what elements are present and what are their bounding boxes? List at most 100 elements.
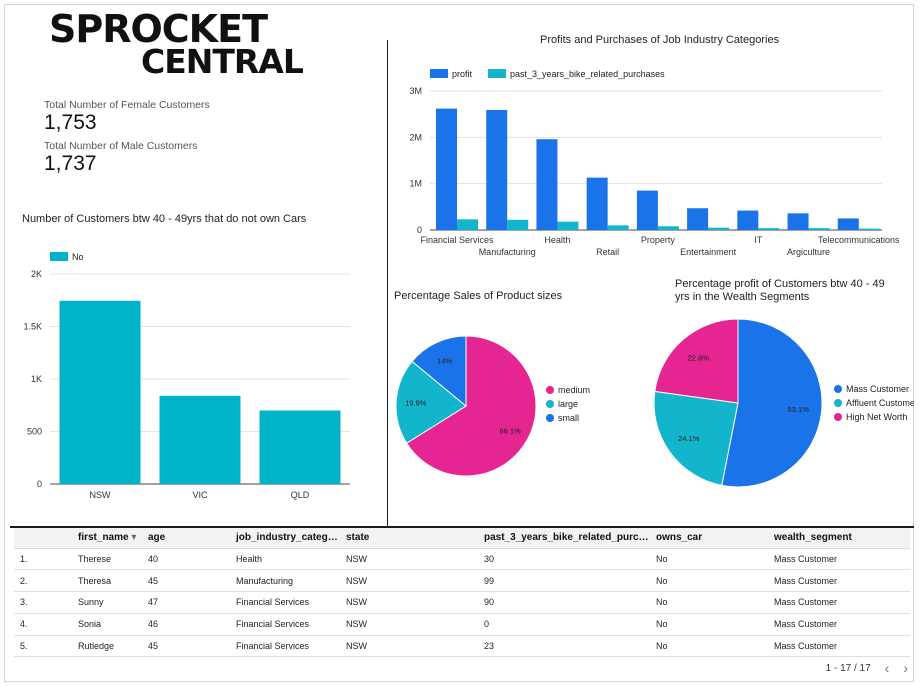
- table-cell: Mass Customer: [768, 591, 910, 614]
- wealth-pie-title: Percentage profit of Customers btw 40 - …: [675, 278, 885, 303]
- sort-desc-icon[interactable]: ▾: [131, 532, 137, 544]
- profit-bar[interactable]: [787, 213, 809, 230]
- col-wealth-header[interactable]: wealth_segment: [768, 528, 910, 549]
- male-customers-value: 1,737: [44, 152, 97, 175]
- sizes-slice-label: 19.9%: [405, 399, 427, 408]
- table-cell: 0: [478, 613, 650, 636]
- sizes-slice[interactable]: [405, 335, 537, 477]
- cars-y-tick-label: 0: [37, 479, 42, 489]
- table-cell: Financial Services: [230, 591, 340, 614]
- wealth-legend-label: Affluent Customer: [846, 398, 914, 408]
- sizes-legend-label: large: [558, 399, 578, 409]
- table-row[interactable]: 4. Sonia 46 Financial Services NSW 0 No Mass Cu…: [14, 613, 910, 636]
- purchases-bar[interactable]: [557, 221, 579, 230]
- col-first-name-header[interactable]: first_name ▾: [72, 528, 142, 549]
- female-customers-value: 1,753: [44, 111, 97, 134]
- col-first-name-label: first_name: [78, 532, 129, 544]
- table-cell: 5.: [14, 635, 72, 658]
- table-cell: NSW: [340, 569, 478, 593]
- table-cell: NSW: [340, 591, 478, 614]
- industry-x-tick-label: Property: [641, 235, 676, 245]
- wealth-legend-label: Mass Customer: [846, 384, 909, 394]
- wealth-slice[interactable]: [721, 318, 823, 488]
- table-cell: Health: [230, 548, 340, 571]
- table-cell: 1.: [14, 548, 72, 571]
- purchases-bar[interactable]: [708, 227, 730, 230]
- purchases-bar[interactable]: [758, 228, 780, 230]
- cars-y-tick-label: 500: [27, 427, 42, 437]
- col-industry-header[interactable]: job_industry_categ…: [230, 528, 340, 549]
- prev-page-icon[interactable]: ‹: [884, 660, 890, 676]
- table-cell: 30: [478, 548, 650, 571]
- table-cell: 3.: [14, 591, 72, 614]
- table-cell: 47: [142, 591, 230, 614]
- wealth-legend-dot: [834, 413, 842, 421]
- table-cell: No: [650, 591, 768, 614]
- table-cell: Financial Services: [230, 635, 340, 658]
- purchases-bar[interactable]: [808, 228, 830, 230]
- sizes-legend-label: medium: [558, 385, 590, 395]
- logo-line2: CENTRAL: [141, 42, 304, 81]
- table-cell: 46: [142, 613, 230, 636]
- table-cell: 2.: [14, 569, 72, 593]
- sizes-pie-title: Percentage Sales of Product sizes: [394, 290, 563, 302]
- cars-y-tick-label: 1.5K: [23, 322, 42, 332]
- sprocket-central-logo: SPROCKET CENTRAL: [49, 10, 304, 81]
- col-owns-car-header[interactable]: owns_car: [650, 528, 768, 549]
- table-cell: Mass Customer: [768, 635, 910, 658]
- cars-bar[interactable]: [59, 300, 141, 484]
- cars-y-tick-label: 1K: [31, 374, 42, 384]
- col-age-header[interactable]: age: [142, 528, 230, 549]
- wealth-slice-label: 53.1%: [788, 405, 810, 414]
- wealth-slice[interactable]: [654, 318, 739, 404]
- profit-bar[interactable]: [636, 190, 658, 230]
- profit-bar[interactable]: [436, 108, 457, 230]
- table-cell: 23: [478, 635, 650, 658]
- table-cell: No: [650, 635, 768, 658]
- industry-x-tick-label: Financial Services: [420, 235, 494, 245]
- cars-bar[interactable]: [259, 410, 341, 485]
- col-state-header[interactable]: state: [340, 528, 478, 549]
- purchases-bar[interactable]: [607, 225, 629, 230]
- sizes-pie-chart: 66.1% 19.9% 14% medium large small: [395, 335, 590, 477]
- table-cell: NSW: [340, 613, 478, 636]
- table-cell: Manufacturing: [230, 569, 340, 593]
- purchases-bar[interactable]: [507, 219, 529, 230]
- table-cell: No: [650, 548, 768, 571]
- industry-x-tick-label: Argiculture: [787, 247, 830, 257]
- table-row[interactable]: 3. Sunny 47 Financial Services NSW 90 No Mass C…: [14, 591, 910, 614]
- wealth-legend-dot: [834, 399, 842, 407]
- cars-x-tick-label: NSW: [90, 490, 112, 500]
- purchases-bar[interactable]: [457, 219, 478, 230]
- table-row[interactable]: 5. Rutledge 45 Financial Services NSW 23 No Mas…: [14, 635, 910, 658]
- profit-bar[interactable]: [486, 109, 508, 230]
- table-row[interactable]: 1. Therese 40 Health NSW 30 No Mass Customer: [14, 548, 910, 571]
- wealth-legend-label: High Net Worth: [846, 412, 907, 422]
- cars-chart-title: Number of Customers btw 40 - 49yrs that …: [22, 213, 307, 225]
- next-page-icon[interactable]: ›: [903, 660, 908, 676]
- sizes-slice[interactable]: [411, 335, 467, 408]
- profit-bar[interactable]: [687, 208, 709, 230]
- profit-bar[interactable]: [737, 210, 759, 230]
- sizes-slice[interactable]: [395, 360, 467, 444]
- sizes-legend-dot: [546, 400, 554, 408]
- industry-y-tick-label: 1M: [409, 179, 422, 189]
- profit-bar[interactable]: [536, 139, 558, 230]
- table-cell: 4.: [14, 613, 72, 636]
- cars-x-tick-label: VIC: [192, 490, 208, 500]
- industry-x-tick-label: IT: [754, 235, 763, 245]
- wealth-slice[interactable]: [653, 390, 739, 486]
- wealth-pie-chart: 53.1% 24.1% 22.8% Mass Customer Affluent Cu…: [653, 318, 914, 488]
- col-purchases-header[interactable]: past_3_years_bike_related_purc…: [478, 528, 650, 549]
- industry-bar-chart: profit past_3_years_bike_related_purchas…: [409, 69, 900, 257]
- profit-bar[interactable]: [837, 218, 859, 230]
- table-cell: Sonia: [72, 613, 142, 636]
- cars-bar[interactable]: [159, 395, 241, 484]
- industry-x-tick-label: Manufacturing: [479, 247, 536, 257]
- table-row[interactable]: 2. Theresa 45 Manufacturing NSW 99 No Mass Cust…: [14, 569, 910, 593]
- purchases-bar[interactable]: [657, 226, 679, 230]
- cars-x-tick-label: QLD: [291, 490, 310, 500]
- purchases-bar[interactable]: [858, 228, 880, 230]
- table-cell: Rutledge: [72, 635, 142, 658]
- profit-bar[interactable]: [586, 177, 608, 230]
